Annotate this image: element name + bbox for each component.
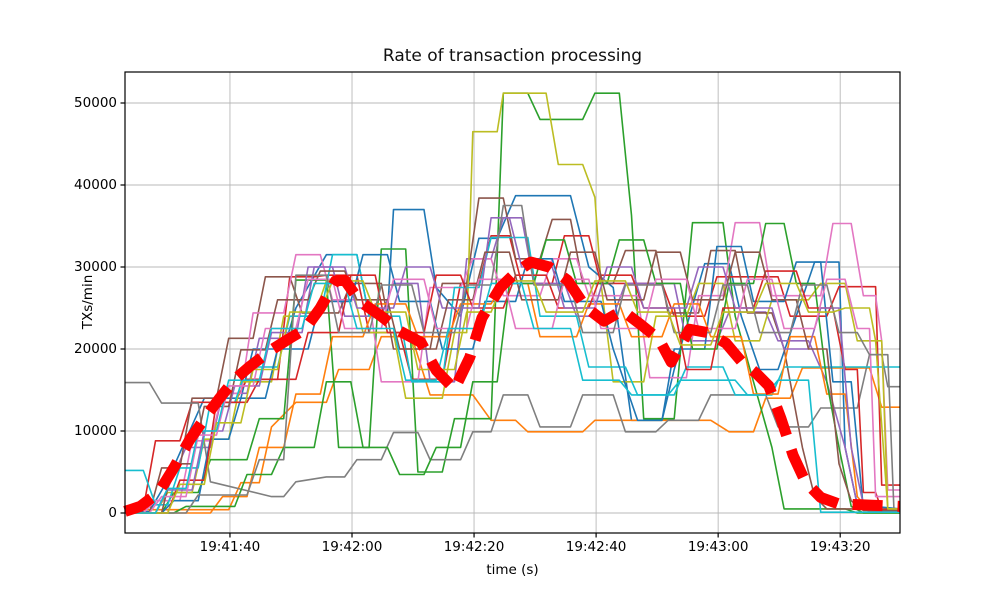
series-line-series-9 (125, 92, 900, 514)
series-line-series-18 (125, 204, 900, 514)
series-line-series-19 (125, 280, 900, 514)
axes-frame (124, 71, 901, 534)
data-series-lines (124, 92, 901, 514)
y-tick-label: 40000 (74, 177, 117, 193)
x-tick-label: 19:42:00 (321, 539, 383, 555)
x-tick-label: 19:42:20 (443, 539, 505, 555)
series-line-series-20 (125, 282, 900, 514)
series-line-series-3 (125, 92, 900, 514)
mean-line (123, 256, 901, 517)
x-tick-label: 19:41:40 (199, 539, 261, 555)
y-tick-label: 50000 (74, 95, 117, 111)
series-line-series-7 (125, 221, 900, 514)
series-line-series-17 (125, 278, 900, 514)
y-tick-label: 10000 (74, 423, 117, 439)
y-tick-label: 30000 (74, 259, 117, 275)
series-line-series-16 (125, 251, 900, 514)
tick-marks (120, 102, 841, 538)
grid-lines (125, 72, 900, 533)
series-line-series-12 (125, 282, 900, 514)
y-tick-label: 0 (108, 505, 117, 521)
series-line-series-13 (125, 222, 900, 514)
x-tick-label: 19:43:20 (809, 539, 871, 555)
chart-title: Rate of transaction processing (382, 46, 643, 66)
series-line-series-8 (125, 353, 900, 498)
x-axis-label: time (s) (486, 562, 539, 578)
y-tick-label: 20000 (74, 341, 117, 357)
mean-dashed-line (123, 256, 901, 517)
series-line-series-6 (125, 197, 900, 514)
x-tick-label: 19:42:40 (565, 539, 627, 555)
x-tick-label: 19:43:00 (687, 539, 749, 555)
